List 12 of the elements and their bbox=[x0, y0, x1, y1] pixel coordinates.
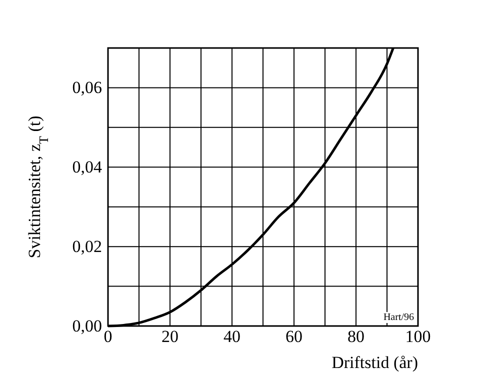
x-tick-label: 40 bbox=[224, 327, 240, 346]
y-tick-label: 0,00 bbox=[72, 316, 102, 336]
annotation: Hart/96 bbox=[383, 312, 414, 323]
y-tick-label: 0,04 bbox=[72, 158, 102, 177]
x-tick-label: 60 bbox=[286, 327, 302, 346]
x-axis-title: Driftstid (år) bbox=[332, 353, 418, 372]
x-tick-label: 0 bbox=[104, 327, 112, 346]
y-tick-label: 0,02 bbox=[72, 237, 102, 256]
x-tick-label: 100 bbox=[405, 327, 431, 346]
x-tick-label: 80 bbox=[348, 327, 364, 346]
y-tick-label: 0,06 bbox=[72, 78, 102, 98]
x-tick-label: 20 bbox=[162, 327, 178, 346]
